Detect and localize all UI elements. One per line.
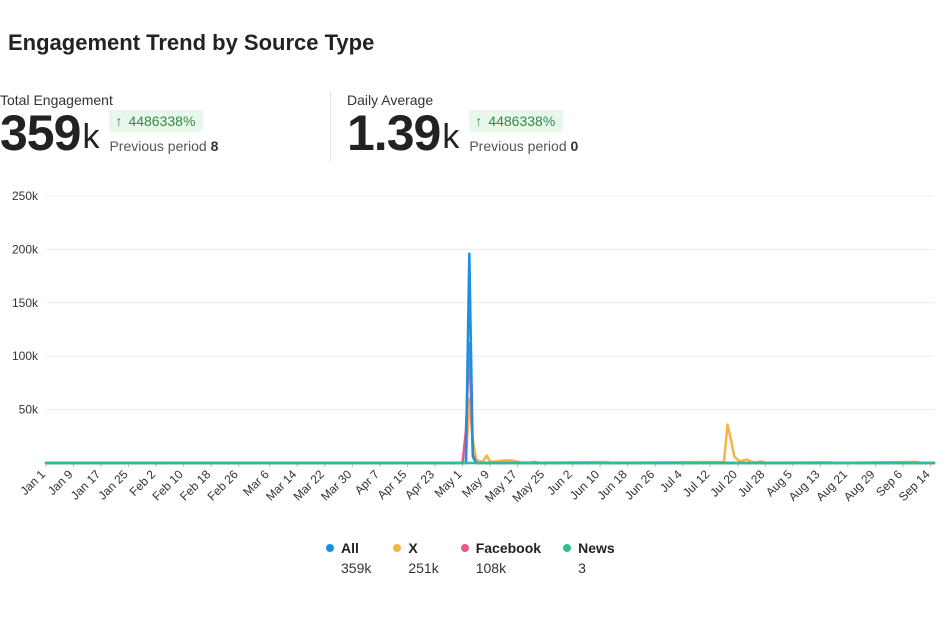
legend-dot [563, 544, 572, 552]
x-tick-label: Jun 18 [594, 467, 630, 503]
legend-label: All [341, 540, 359, 556]
series-line-facebook [44, 342, 936, 465]
previous-period-value: 0 [570, 138, 579, 154]
metric-value: 1.39 [347, 105, 441, 161]
y-tick-label: 150k [12, 296, 39, 310]
x-tick-label: Feb 26 [205, 467, 242, 504]
x-tick-label: Apr 15 [375, 467, 410, 502]
y-tick-label: 50k [19, 403, 39, 417]
change-value: 4486338% [128, 113, 196, 129]
metric-label: Daily Average [347, 92, 434, 108]
legend-total: 359k [341, 560, 372, 576]
chart-legend: All 359k X 251k Facebook 108k News 3 [326, 540, 637, 576]
x-tick-label: Jan 1 [17, 467, 48, 498]
y-tick-label: 200k [12, 242, 39, 256]
y-tick-label: 100k [12, 349, 39, 363]
change-value: 4486338% [488, 113, 556, 129]
metric-label: Total Engagement [0, 92, 113, 108]
legend-label: News [578, 540, 615, 556]
x-tick-label: Mar 30 [318, 467, 355, 504]
change-badge: ↑ 4486338% [109, 110, 204, 132]
x-tick-label: Jul 20 [707, 467, 740, 500]
legend-dot [326, 544, 334, 552]
legend-dot [393, 544, 402, 552]
x-tick-label: Aug 29 [841, 467, 878, 504]
legend-total: 3 [578, 560, 586, 576]
previous-period-label: Previous period [109, 138, 207, 154]
legend-dot [460, 544, 469, 552]
metric-value: 359 [0, 105, 81, 161]
legend-item-all[interactable]: All 359k [326, 540, 371, 576]
previous-period-value: 8 [210, 138, 219, 154]
legend-item-facebook[interactable]: Facebook 108k [460, 540, 542, 576]
page-title: Engagement Trend by Source Type [8, 30, 375, 55]
previous-period: Previous period 0 [469, 138, 578, 154]
total-engagement-metric: Total Engagement 359 k ↑ 4486338% Previo… [0, 92, 218, 160]
x-tick-label: Jul 12 [680, 467, 713, 500]
legend-item-news[interactable]: News 3 [563, 540, 615, 576]
legend-total: 251k [408, 560, 439, 576]
x-tick-label: Jul 28 [735, 467, 768, 500]
x-tick-label: Apr 23 [402, 467, 437, 502]
legend-item-x[interactable]: X 251k [393, 540, 439, 576]
legend-label: X [408, 540, 418, 556]
change-badge: ↑ 4486338% [469, 110, 564, 132]
x-tick-label: May 1 [432, 467, 465, 500]
metric-unit: k [442, 118, 460, 156]
x-tick-label: Sep 14 [896, 467, 933, 504]
previous-period-label: Previous period [469, 138, 567, 154]
metric-unit: k [82, 118, 100, 156]
x-tick-label: Jun 26 [622, 467, 658, 503]
y-tick-label: 250k [12, 189, 39, 203]
legend-total: 108k [475, 560, 507, 576]
legend-label: Facebook [475, 540, 542, 556]
arrow-up-icon: ↑ [475, 113, 483, 129]
daily-average-metric: Daily Average 1.39 k ↑ 4486338% Previous… [347, 92, 578, 160]
x-tick-label: Jan 25 [95, 467, 131, 503]
series-line-all [44, 252, 936, 465]
x-tick-label: Jan 17 [68, 467, 104, 503]
previous-period: Previous period 8 [109, 138, 218, 154]
metric-divider [330, 92, 331, 162]
series-line-x [44, 397, 936, 465]
arrow-up-icon: ↑ [115, 113, 123, 129]
x-tick-label: Jun 10 [567, 467, 603, 503]
